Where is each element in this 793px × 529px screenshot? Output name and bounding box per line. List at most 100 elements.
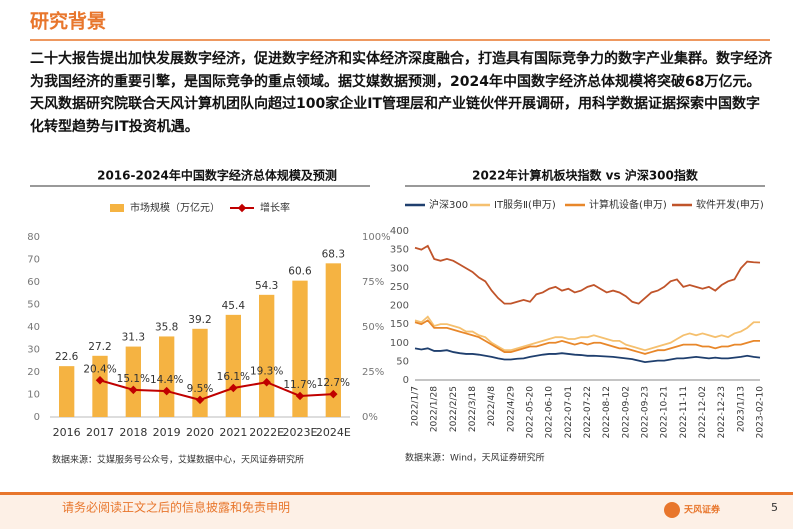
series-line: [414, 319, 760, 355]
x-tick-label: 2022/4/8: [487, 386, 497, 427]
y-tick-label: 30: [27, 345, 40, 356]
y-tick-label: 40: [27, 322, 40, 333]
bar-label: 54.3: [255, 280, 278, 292]
page-number: 5: [771, 501, 778, 514]
chart-title: 2022年计算机板块指数 vs 沪深300指数: [472, 168, 699, 183]
line-marker: [329, 389, 338, 399]
source: 数据来源：艾媒服务号公众号，艾媒数据中心，天风证券研究所: [52, 454, 304, 466]
x-tick-label: 2020: [186, 426, 214, 439]
x-tick-label: 2018: [119, 426, 147, 439]
y-tick-label: 10: [27, 390, 40, 401]
bar-label: 27.2: [88, 341, 111, 353]
bar-label: 45.4: [222, 300, 246, 312]
x-tick-label: 2022/1/28: [430, 386, 440, 432]
x-tick-label: 2022-09-23: [641, 386, 651, 438]
x-tick-label: 2022-07-01: [564, 386, 574, 438]
value-label: 16.1%: [217, 371, 250, 383]
series-line: [414, 315, 760, 352]
y2-tick-label: 50%: [362, 322, 384, 333]
logo: 天风证券: [684, 504, 721, 516]
legend-label: 市场规模（万亿元）: [130, 201, 220, 214]
bar: [159, 336, 175, 417]
bar: [325, 263, 341, 417]
bar-label: 31.3: [122, 332, 145, 344]
series-line: [414, 244, 761, 305]
logo-icon: [664, 502, 680, 518]
x-tick-label: 2023E: [283, 426, 318, 439]
y2-tick-label: 25%: [362, 367, 384, 378]
bar: [59, 366, 75, 417]
value-label: 20.4%: [83, 363, 116, 375]
x-tick-label: 2019: [153, 426, 181, 439]
line-marker: [162, 386, 171, 396]
x-tick-label: 2022/2/25: [449, 386, 459, 432]
y-tick-label: 150: [390, 319, 409, 330]
source: 数据来源：Wind，天风证券研究所: [405, 452, 545, 464]
x-tick-label: 2022/1/7: [411, 386, 421, 426]
legend-label: 软件开发(申万): [696, 198, 764, 211]
footer-disclaimer: 请务必阅读正文之后的信息披露和免责申明: [62, 500, 290, 515]
value-label: 15.1%: [117, 373, 150, 385]
x-tick-label: 2022-09-02: [621, 386, 631, 438]
y2-tick-label: 100%: [362, 232, 391, 243]
x-tick-label: 2022-05-20: [526, 386, 536, 439]
x-tick-label: 2022/3/18: [468, 386, 478, 432]
x-tick-label: 2017: [86, 426, 114, 439]
legend-marker: [237, 203, 247, 213]
bar: [225, 314, 241, 417]
x-tick-label: 2022/4/29: [506, 386, 516, 432]
paragraph: 二十大报告提出加快发展数字经济，促进数字经济和实体经济深度融合，打造具有国际竞争…: [30, 51, 772, 135]
bar-label: 39.2: [188, 314, 211, 326]
x-tick-label: 2022-12-02: [698, 386, 708, 438]
value-label: 14.4%: [150, 374, 183, 386]
chart-title: 2016-2024年中国数字经济总体规模及预测: [97, 168, 337, 183]
x-tick-label: 2022-10-21: [660, 386, 670, 438]
series-line: [99, 379, 334, 401]
value-label: 12.7%: [317, 377, 350, 389]
bar-label: 35.8: [155, 321, 178, 333]
legend-label: 计算机设备(申万): [589, 198, 667, 211]
y-tick-label: 300: [390, 263, 409, 274]
legend-label: 沪深300: [429, 198, 468, 211]
x-tick-label: 2022-06-10: [545, 386, 555, 439]
x-tick-label: 2023-02-10: [756, 386, 766, 439]
x-tick-label: 2022-07-22: [583, 386, 593, 438]
y-tick-label: 50: [27, 300, 40, 311]
footer-rule: [0, 492, 793, 495]
y-tick-label: 200: [390, 301, 409, 312]
legend-label: 增长率: [260, 201, 290, 214]
line-marker: [262, 378, 271, 387]
y2-tick-label: 75%: [362, 277, 384, 288]
bar: [92, 355, 108, 417]
bar: [259, 294, 275, 417]
value-label: 19.3%: [250, 365, 283, 377]
y-tick-label: 20: [27, 367, 40, 378]
bar: [192, 328, 208, 417]
y-tick-label: 400: [390, 226, 409, 237]
series-line: [414, 347, 761, 364]
legend-label: IT服务Ⅱ(申万): [494, 198, 556, 211]
x-tick-label: 2022-11-11: [679, 386, 689, 438]
line-marker: [229, 383, 238, 393]
y-tick-label: 70: [27, 255, 40, 266]
y-tick-label: 0: [34, 412, 40, 423]
footer-band: [0, 492, 793, 529]
y2-tick-label: 0%: [362, 412, 378, 423]
bar-label: 68.3: [322, 248, 345, 260]
x-tick-label: 2022-08-12: [602, 386, 612, 438]
line-marker: [295, 391, 305, 401]
bar: [292, 280, 308, 417]
legend-swatch: [110, 204, 124, 212]
slide-title: 研究背景: [30, 10, 106, 33]
line-marker: [95, 376, 105, 385]
y-tick-label: 80: [27, 232, 40, 243]
y-tick-label: 350: [390, 245, 409, 256]
line-marker: [195, 395, 205, 405]
y-tick-label: 60: [27, 277, 40, 288]
y-tick-label: 0: [403, 375, 409, 386]
line-marker: [129, 385, 138, 395]
bar-label: 22.6: [55, 351, 79, 363]
x-tick-label: 2016: [53, 426, 81, 439]
